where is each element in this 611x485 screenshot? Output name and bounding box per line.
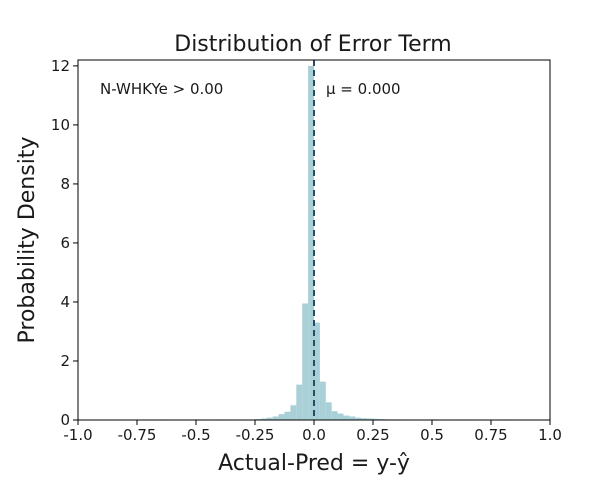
histogram-bar [337,413,344,420]
x-axis-label: Actual-Pred = y-ŷ [218,451,410,476]
histogram-bar [290,405,297,420]
histogram-bar [319,381,326,420]
histogram-bar [302,303,309,420]
annotation-left: N-WHKYe > 0.00 [100,80,223,98]
histogram-bar [284,411,291,420]
histogram-bar [314,322,320,420]
histogram-bar [331,411,338,420]
annotation-mean: μ = 0.000 [326,80,401,98]
x-axis-ticks: -1.0 -0.75 -0.5 -0.25 0.0 0.25 0.5 0.75 1.0 [63,420,562,444]
y-tick-label: 8 [60,175,70,193]
histogram-bar [260,418,267,420]
y-tick-label: 0 [60,411,70,429]
y-tick-label: 2 [60,352,70,370]
histogram-bar [266,417,273,420]
y-axis-label: Probability Density [15,137,40,344]
histogram-bar [373,418,379,420]
y-tick-label: 10 [51,116,70,134]
y-tick-label: 4 [60,293,70,311]
histogram-bar [361,418,368,420]
histogram-bar [355,417,362,420]
x-tick-label: 0.5 [420,426,444,444]
histogram-bar [343,415,350,420]
histogram-bar [296,384,303,420]
histogram-bar [308,65,314,421]
x-tick-label: -1.0 [63,426,92,444]
x-tick-label: -0.25 [236,426,275,444]
y-axis-ticks: 0 2 4 6 8 10 12 [51,57,78,429]
y-tick-label: 6 [60,234,70,252]
x-tick-label: 0.75 [474,426,507,444]
x-tick-label: -0.5 [181,426,210,444]
x-tick-label: 1.0 [538,426,562,444]
histogram-bar [272,416,279,420]
histogram-bar [349,416,356,420]
x-tick-label: 0.0 [302,426,326,444]
x-tick-label: 0.25 [356,426,389,444]
histogram-bar [367,418,373,420]
histogram-bar [325,402,332,420]
y-tick-label: 12 [51,57,70,75]
chart-title: Distribution of Error Term [174,32,451,57]
histogram-bar [278,414,285,420]
x-tick-label: -0.75 [118,426,157,444]
